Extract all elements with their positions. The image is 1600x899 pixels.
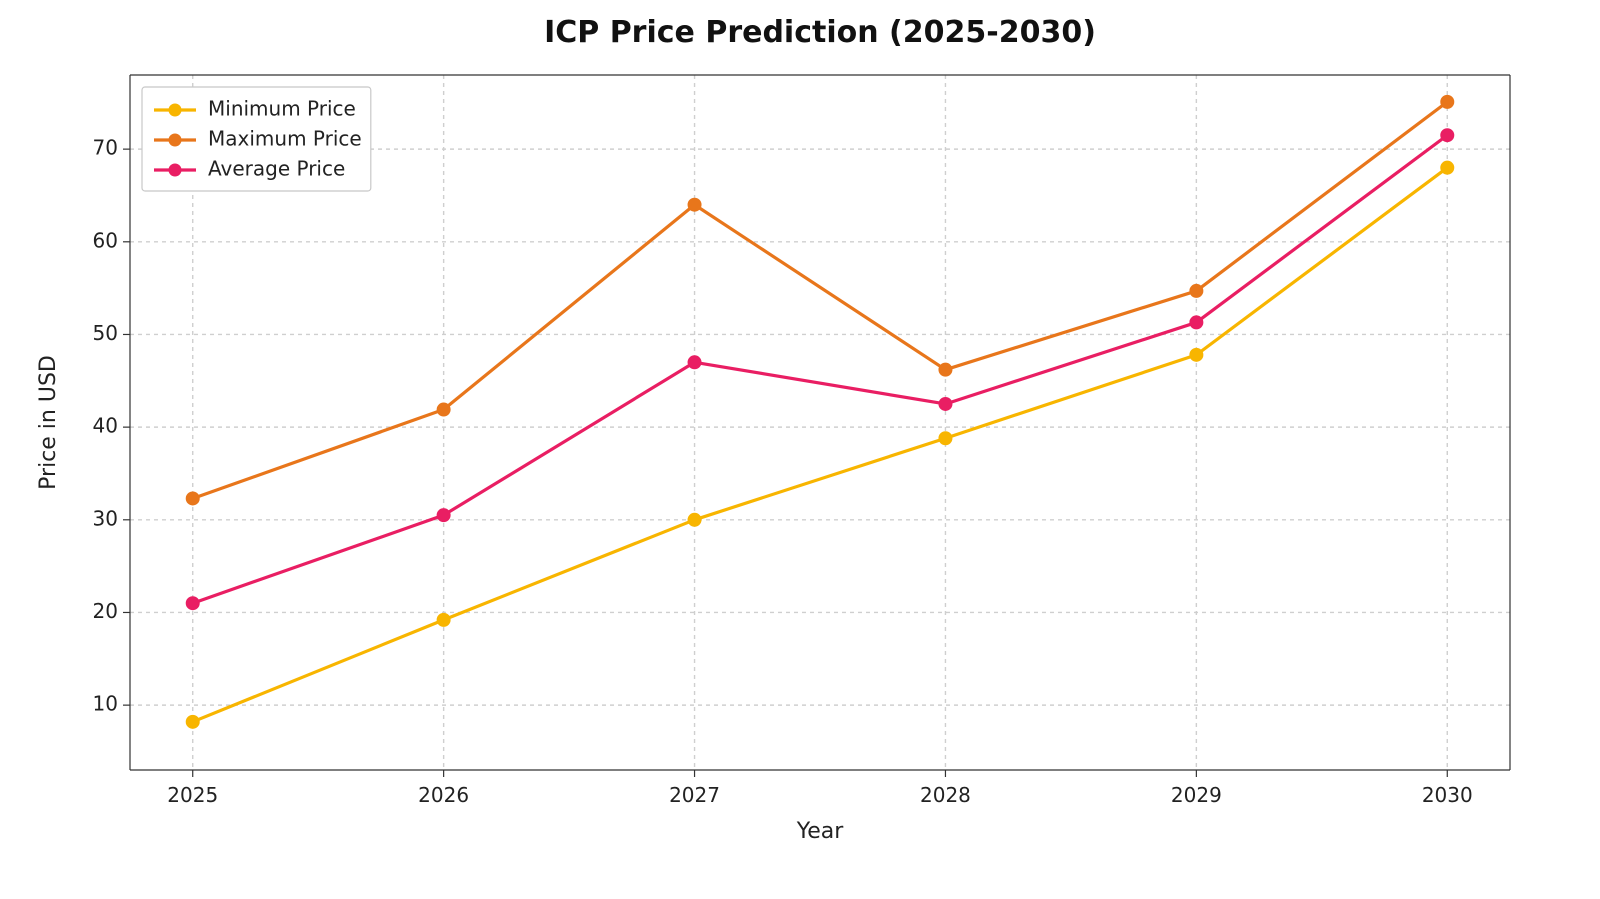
- x-tick-label: 2029: [1171, 783, 1222, 807]
- x-axis-label: Year: [796, 819, 845, 844]
- x-tick-label: 2027: [669, 783, 720, 807]
- chart-svg: 10203040506070202520262027202820292030Ye…: [0, 0, 1600, 899]
- series-marker: [688, 198, 701, 211]
- y-tick-label: 40: [93, 414, 118, 438]
- series-marker: [437, 403, 450, 416]
- y-tick-label: 50: [93, 321, 118, 345]
- y-axis-label: Price in USD: [36, 355, 61, 490]
- x-tick-label: 2030: [1422, 783, 1473, 807]
- series-marker: [437, 613, 450, 626]
- legend-label: Average Price: [208, 157, 345, 181]
- series-marker: [1441, 161, 1454, 174]
- chart-container: 10203040506070202520262027202820292030Ye…: [0, 0, 1600, 899]
- legend-label: Maximum Price: [208, 127, 362, 151]
- series-marker: [688, 513, 701, 526]
- legend: Minimum Price Maximum Price Average Price: [142, 87, 371, 191]
- series-marker: [688, 356, 701, 369]
- x-tick-label: 2028: [920, 783, 971, 807]
- series-marker: [1441, 95, 1454, 108]
- series-marker: [1190, 348, 1203, 361]
- series-marker: [437, 509, 450, 522]
- legend-label: Minimum Price: [208, 97, 356, 121]
- series-marker: [939, 432, 952, 445]
- chart-title: ICP Price Prediction (2025-2030): [544, 15, 1096, 50]
- series-marker: [186, 715, 199, 728]
- series-marker: [939, 397, 952, 410]
- series-marker: [1190, 316, 1203, 329]
- x-tick-label: 2025: [167, 783, 218, 807]
- series-marker: [1190, 284, 1203, 297]
- series-marker: [1441, 129, 1454, 142]
- series-marker: [186, 492, 199, 505]
- y-tick-label: 20: [93, 599, 118, 623]
- x-tick-label: 2026: [418, 783, 469, 807]
- y-tick-label: 30: [93, 506, 118, 530]
- series-marker: [186, 597, 199, 610]
- y-tick-label: 10: [93, 692, 118, 716]
- y-tick-label: 60: [93, 228, 118, 252]
- series-marker: [939, 363, 952, 376]
- y-tick-label: 70: [93, 136, 118, 160]
